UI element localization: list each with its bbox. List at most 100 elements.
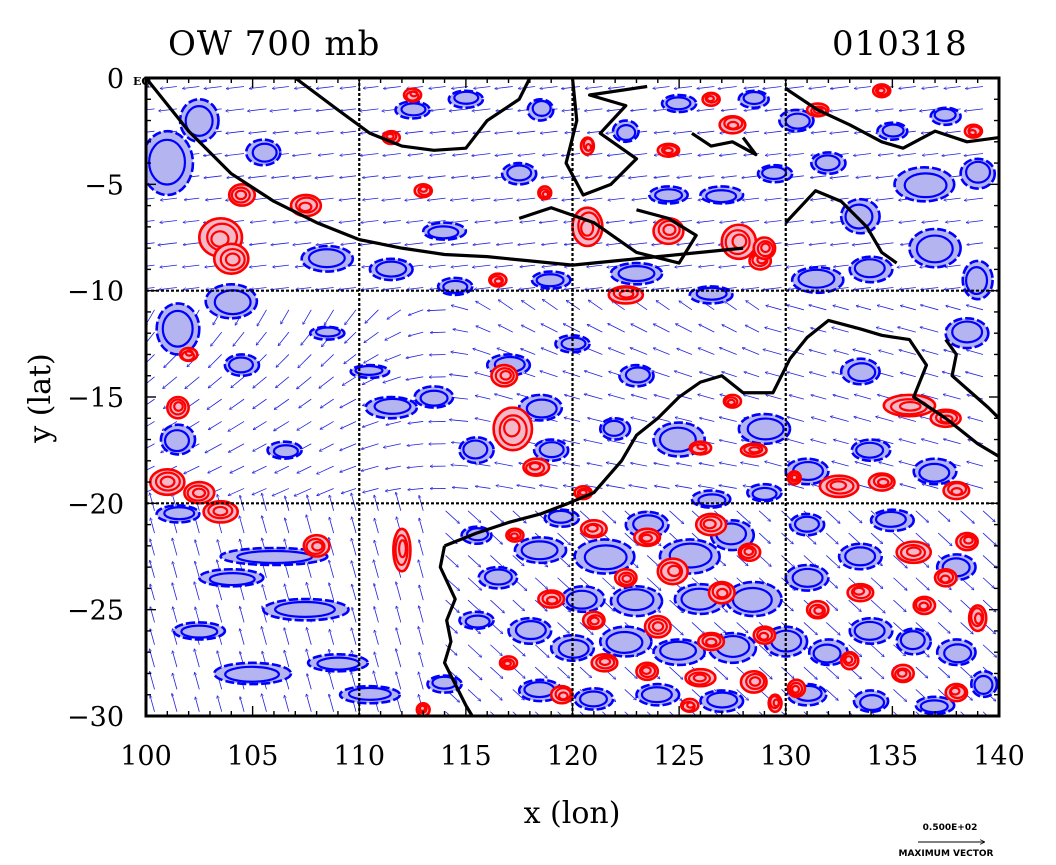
negative-contour bbox=[839, 197, 881, 235]
wind-vector bbox=[922, 395, 939, 400]
wind-vector bbox=[899, 350, 916, 355]
wind-vector bbox=[281, 309, 290, 324]
wind-vector bbox=[825, 689, 838, 700]
wind-vector bbox=[539, 220, 558, 222]
wind-vector bbox=[495, 463, 513, 467]
wind-vector bbox=[253, 376, 267, 388]
wind-vector bbox=[429, 86, 446, 89]
wind-vector bbox=[344, 354, 357, 363]
negative-contour-ring bbox=[514, 620, 547, 641]
positive-contour bbox=[963, 123, 984, 139]
positive-contour-ring bbox=[699, 515, 723, 533]
negative-contour bbox=[349, 363, 391, 380]
wind-vector bbox=[307, 674, 312, 690]
wind-vector bbox=[744, 108, 760, 111]
negative-contour bbox=[961, 259, 994, 301]
wind-vector bbox=[498, 325, 513, 333]
wind-vector bbox=[324, 309, 335, 325]
wind-vector bbox=[248, 175, 267, 178]
wind-vector bbox=[557, 711, 563, 716]
wind-vector bbox=[674, 86, 692, 89]
wind-vector bbox=[876, 417, 894, 422]
wind-vector bbox=[352, 608, 357, 623]
wind-vector bbox=[172, 538, 178, 556]
wind-vector bbox=[608, 324, 625, 333]
wind-vector bbox=[781, 532, 793, 544]
wind-vector bbox=[563, 324, 581, 333]
wind-vector bbox=[674, 371, 693, 378]
positive-contour bbox=[492, 406, 534, 452]
wind-vector bbox=[150, 493, 155, 511]
negative-contour-ring bbox=[373, 397, 412, 415]
wind-vector bbox=[608, 348, 625, 355]
wind-vector bbox=[428, 175, 446, 178]
wind-vector bbox=[340, 443, 357, 451]
positive-contour bbox=[752, 236, 777, 261]
wind-vector bbox=[878, 153, 894, 155]
negative-contour bbox=[908, 227, 962, 269]
positive-contour-ring bbox=[842, 652, 857, 667]
wind-vector bbox=[476, 486, 491, 489]
wind-vector bbox=[495, 394, 513, 400]
wind-vector bbox=[811, 395, 827, 400]
wind-vector bbox=[982, 555, 997, 568]
positive-contour bbox=[643, 614, 672, 639]
wind-vector bbox=[870, 599, 885, 613]
wind-vector bbox=[517, 197, 536, 200]
wind-vector bbox=[320, 421, 334, 429]
wind-vector bbox=[183, 86, 200, 89]
wind-vector bbox=[194, 582, 200, 601]
coastline bbox=[294, 78, 532, 152]
negative-contour-ring bbox=[184, 104, 214, 137]
wind-vector bbox=[273, 220, 289, 222]
wind-vector bbox=[383, 175, 401, 178]
wind-vector bbox=[250, 264, 267, 267]
x-tick-label: 125 bbox=[653, 741, 705, 772]
wind-vector bbox=[408, 488, 424, 489]
wind-vector bbox=[562, 86, 581, 89]
negative-contour bbox=[895, 627, 933, 656]
wind-vector bbox=[541, 324, 558, 333]
wind-vector bbox=[306, 583, 312, 601]
wind-vector bbox=[803, 711, 810, 716]
wind-vector bbox=[719, 485, 737, 489]
negative-contour bbox=[746, 482, 783, 503]
wind-vector bbox=[964, 108, 984, 111]
wind-vector bbox=[698, 175, 715, 178]
wind-vector bbox=[677, 175, 692, 178]
wind-vector bbox=[766, 395, 782, 400]
positive-contour-ring bbox=[219, 247, 246, 271]
negative-contour-ring bbox=[272, 444, 299, 459]
wind-vector bbox=[811, 130, 827, 133]
wind-vector bbox=[146, 287, 155, 289]
wind-vector bbox=[960, 711, 966, 716]
wind-vector bbox=[299, 398, 312, 408]
positive-contour bbox=[891, 663, 916, 684]
wind-vector bbox=[374, 584, 379, 601]
negative-contour-ring bbox=[705, 189, 738, 204]
negative-contour bbox=[261, 597, 350, 622]
wind-vector bbox=[490, 666, 502, 678]
wind-vector bbox=[475, 372, 491, 378]
wind-vector bbox=[700, 372, 715, 378]
wind-vector bbox=[329, 583, 335, 601]
negative-contour bbox=[598, 625, 653, 658]
wind-vector bbox=[854, 287, 872, 289]
negative-contour-ring bbox=[751, 486, 778, 501]
wind-vector bbox=[870, 711, 877, 716]
positive-contour bbox=[607, 285, 645, 305]
negative-contour bbox=[893, 166, 956, 203]
negative-contour bbox=[526, 97, 555, 122]
wind-vector bbox=[419, 518, 424, 534]
negative-contour-ring bbox=[427, 225, 460, 240]
wind-vector bbox=[893, 599, 905, 611]
wind-vector bbox=[185, 376, 200, 389]
negative-contour-ring bbox=[859, 694, 886, 712]
positive-contour-ring bbox=[294, 196, 319, 214]
wind-vector bbox=[720, 220, 737, 222]
wind-vector bbox=[229, 443, 245, 452]
wind-vector bbox=[396, 582, 402, 601]
wind-vector bbox=[361, 443, 379, 449]
wind-vector bbox=[915, 711, 922, 716]
wind-vector bbox=[284, 696, 290, 712]
